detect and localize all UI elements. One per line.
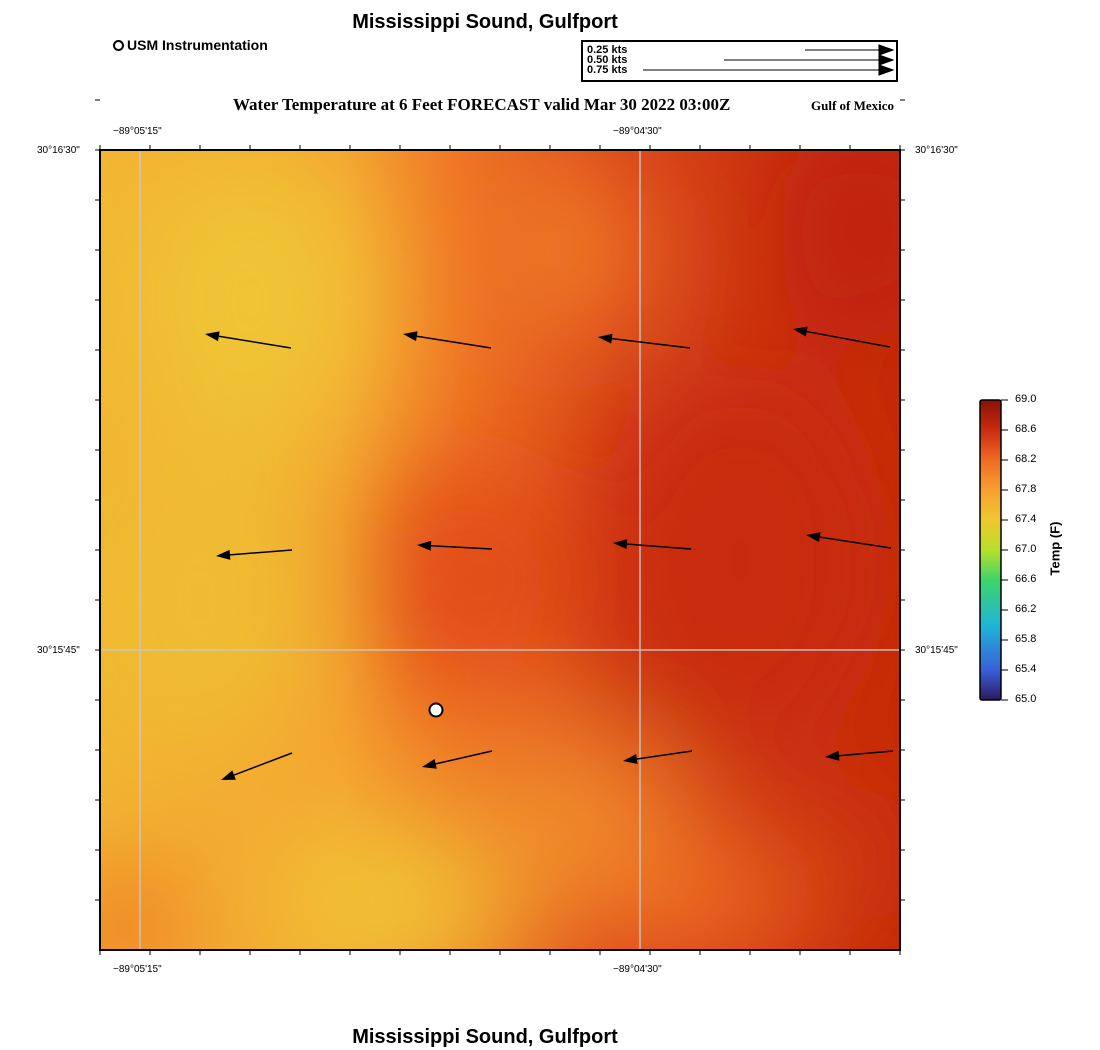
map-title: Mississippi Sound, Gulfport — [352, 11, 618, 33]
lat-label-left-2: 30°15'45" — [37, 645, 80, 656]
colorbar-tick-label: 68.6 — [1015, 423, 1037, 435]
current-vector — [793, 326, 891, 348]
current-vector — [221, 752, 293, 780]
arrowhead — [422, 759, 437, 769]
arrowhead — [806, 532, 821, 543]
scale-arrows — [643, 44, 895, 76]
forecast-title: Water Temperature at 6 Feet FORECAST val… — [233, 95, 731, 114]
graticule — [100, 150, 900, 950]
scale-label-1: 0.25 kts — [587, 44, 628, 56]
station-legend: USM Instrumentation — [113, 37, 268, 53]
arrowhead — [793, 326, 808, 337]
station-legend-label: USM Instrumentation — [127, 37, 268, 53]
current-vector — [422, 750, 493, 769]
colorbar-tick-label: 66.6 — [1015, 573, 1037, 585]
lat-label-left-1: 30°16'30" — [37, 145, 80, 156]
region-label: Gulf of Mexico — [811, 98, 895, 113]
arrowhead — [623, 754, 638, 764]
current-vector — [825, 750, 894, 761]
footer-title: Mississippi Sound, Gulfport — [352, 1026, 618, 1048]
colorbar-tick-label: 67.4 — [1015, 513, 1037, 525]
lon-label-bottom-1: −89°05'15" — [113, 964, 162, 975]
colorbar-tick-label: 65.0 — [1015, 693, 1037, 705]
current-vector — [613, 539, 692, 550]
lat-label-right-1: 30°16'30" — [915, 145, 958, 156]
lon-label-top-1: −89°05'15" — [113, 126, 162, 137]
arrowhead — [205, 331, 220, 342]
scale-label-3: 0.75 kts — [587, 64, 628, 76]
colorbar-tick-label: 69.0 — [1015, 393, 1037, 405]
colorbar-ramp — [979, 399, 1002, 701]
current-vectors — [205, 326, 894, 780]
lon-label-bottom-2: −89°04'30" — [613, 964, 662, 975]
colorbar — [979, 399, 1008, 701]
current-vector — [806, 532, 892, 549]
frame-ticks — [95, 99, 905, 955]
arrowhead — [417, 540, 432, 551]
colorbar-tick-label: 65.4 — [1015, 663, 1037, 675]
current-vector — [417, 540, 493, 551]
colorbar-title: Temp (F) — [1047, 521, 1063, 576]
arrowhead — [825, 750, 840, 761]
lat-label-right-2: 30°15'45" — [915, 645, 958, 656]
colorbar-tick-label: 65.8 — [1015, 633, 1037, 645]
colorbar-tick-label: 66.2 — [1015, 603, 1037, 615]
scale-arrowhead-3 — [878, 64, 895, 76]
temperature-field — [100, 150, 900, 950]
scale-arrowhead-2 — [878, 54, 895, 66]
colorbar-tick-label: 68.2 — [1015, 453, 1037, 465]
current-speed-scale: 0.25 kts 0.50 kts 0.75 kts — [581, 40, 898, 82]
arrowhead — [216, 549, 231, 560]
current-vector — [623, 750, 693, 764]
station-marker-icon — [113, 39, 124, 51]
current-vector — [205, 331, 292, 349]
current-vector — [216, 549, 293, 560]
colorbar-tick-label: 67.0 — [1015, 543, 1037, 555]
colorbar-tick-label: 67.8 — [1015, 483, 1037, 495]
scale-arrowhead-1 — [878, 44, 895, 56]
current-vector — [598, 333, 691, 349]
lon-label-top-2: −89°04'30" — [613, 126, 662, 137]
arrowhead — [598, 333, 613, 344]
usm-station-marker — [428, 702, 444, 718]
arrowhead — [613, 539, 628, 550]
current-vector — [403, 331, 492, 349]
scale-label-2: 0.50 kts — [587, 54, 628, 66]
arrowhead — [403, 331, 418, 342]
arrowhead — [221, 770, 236, 780]
